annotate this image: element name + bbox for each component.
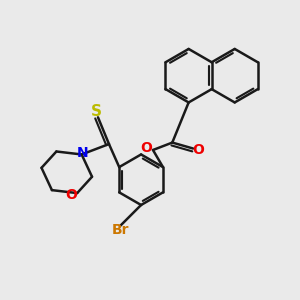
Text: Br: Br [112, 223, 129, 237]
Text: O: O [193, 143, 204, 157]
Text: O: O [65, 188, 77, 202]
Text: N: N [76, 146, 88, 160]
Text: S: S [91, 104, 102, 119]
Text: O: O [140, 141, 152, 155]
